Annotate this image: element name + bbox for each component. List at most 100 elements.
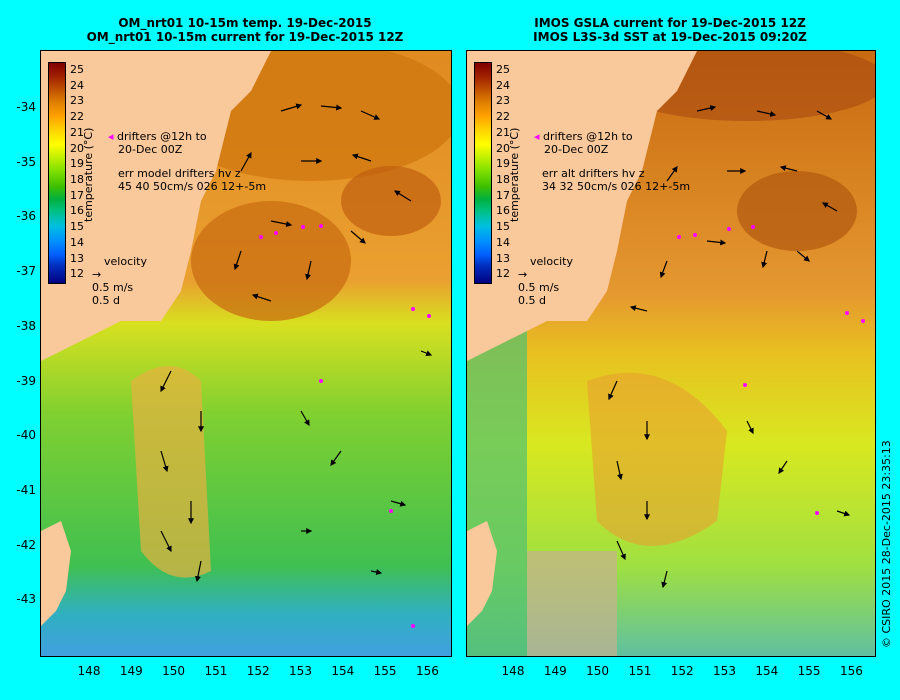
lon-tick-label: 153 [289, 664, 312, 678]
right-map-panel [466, 50, 876, 657]
colorbar-tick-label: 15 [496, 220, 510, 234]
colorbar-tick-label: 20 [496, 141, 510, 155]
err-line2: 45 40 50cm/s 026 12+-5m [118, 180, 267, 193]
lon-tick-label: 148 [501, 664, 525, 678]
lon-tick-label: 149 [119, 664, 143, 678]
lat-tick-label: -40 [16, 428, 36, 443]
colorbar-tick-label: 24 [496, 78, 510, 92]
colorbar-tick-label: 23 [496, 94, 510, 108]
drifters-line2: 20-Dec 00Z [118, 143, 183, 156]
lon-tick-label: 148 [77, 664, 101, 678]
velocity-scale: 0.5 m/s [518, 281, 560, 294]
lat-tick-label: -38 [16, 318, 36, 333]
colorbar-tick-label: 21 [496, 125, 510, 139]
velocity-arrow-icon: → [518, 268, 528, 281]
lon-tick-label: 154 [755, 664, 779, 678]
drifter-marker-icon: ◂ [534, 130, 540, 143]
velocity-label: velocity [104, 255, 147, 268]
land-mass [41, 521, 71, 626]
colorbar-tick-label: 17 [496, 188, 510, 202]
left-panel-title: OM_nrt01 10-15m temp. 19-Dec-2015 OM_nrt… [40, 16, 450, 44]
colorbar-tick-label: 19 [70, 157, 84, 171]
lon-tick-label: 151 [628, 664, 652, 678]
lon-tick-label: 150 [162, 664, 186, 678]
warm-tongue [587, 372, 727, 546]
colorbar-tick-label: 24 [70, 78, 84, 92]
left-error-legend: err model drifters hv z 45 40 50cm/s 026… [118, 167, 266, 193]
drifters-line2: 20-Dec 00Z [544, 143, 609, 156]
lon-tick-label: 149 [543, 664, 567, 678]
lon-tick-label: 153 [713, 664, 736, 678]
colorbar-tick-label: 12 [496, 267, 510, 281]
left-map-panel [40, 50, 452, 657]
left-velocity-legend: velocity → 0.5 m/s 0.5 d [92, 255, 147, 307]
drifter-markers [259, 224, 431, 628]
drifter-marker-icon: ◂ [108, 130, 114, 143]
land-mass [41, 51, 271, 361]
right-map-svg [467, 51, 875, 656]
lon-tick-label: 154 [331, 664, 355, 678]
lon-tick-label: 150 [586, 664, 610, 678]
warm-eddy-core [737, 171, 857, 251]
right-drifter-legend: ◂ drifters @12h to 20-Dec 00Z [534, 130, 633, 156]
lon-tick-label: 152 [670, 664, 694, 678]
velocity-label: velocity [530, 255, 573, 268]
lat-tick-label: -43 [16, 592, 36, 607]
colorbar-axis-label-right: temperature (°C) [508, 127, 521, 222]
lon-tick-label: 152 [246, 664, 270, 678]
colorbar-tick-label: 17 [70, 188, 84, 202]
warm-tongue [131, 366, 211, 578]
left-drifter-legend: ◂ drifters @12h to 20-Dec 00Z [108, 130, 207, 156]
colorbar-tick-label: 13 [70, 251, 84, 265]
velocity-arrow-icon: → [92, 268, 102, 281]
lat-tick-label: -34 [16, 100, 36, 114]
right-title-line2: IMOS L3S-3d SST at 19-Dec-2015 09:20Z [533, 30, 807, 44]
lat-tick-label: -37 [16, 264, 36, 279]
colorbar-tick-label: 18 [496, 173, 510, 186]
left-title-line1: OM_nrt01 10-15m temp. 19-Dec-2015 [118, 16, 372, 30]
colorbar-tick-label: 25 [496, 63, 510, 76]
colorbar-tick-label: 14 [70, 235, 84, 249]
velocity-time: 0.5 d [518, 294, 546, 307]
right-panel-title: IMOS GSLA current for 19-Dec-2015 12Z IM… [466, 16, 874, 44]
temperature-colorbar-left [48, 62, 66, 284]
warm-eddy-core [341, 166, 441, 236]
colorbar-tick-label: 15 [70, 220, 84, 234]
colorbar-tick-label: 23 [70, 94, 84, 108]
land-mass [467, 51, 697, 361]
right-error-legend: err alt drifters hv z 34 32 50cm/s 026 1… [542, 167, 690, 193]
copyright-timestamp: © CSIRO 2015 28-Dec-2015 23:35:13 [880, 440, 893, 648]
lon-tick-label: 155 [797, 664, 821, 678]
colorbar-tick-label: 21 [70, 125, 84, 139]
lat-tick-label: -39 [16, 373, 36, 388]
colorbar-tick-label: 16 [70, 204, 84, 218]
left-title-line2: OM_nrt01 10-15m current for 19-Dec-2015 … [86, 30, 404, 44]
colorbar-tick-label: 16 [496, 204, 510, 218]
right-velocity-legend: velocity → 0.5 m/s 0.5 d [518, 255, 573, 307]
colorbar-tick-label: 12 [70, 267, 84, 281]
left-map-svg [41, 51, 451, 656]
colorbar-tick-label: 18 [70, 173, 84, 186]
err-line1: err alt drifters hv z [542, 167, 645, 180]
colorbar-tick-label: 25 [70, 63, 84, 76]
velocity-time: 0.5 d [92, 294, 120, 307]
lon-tick-label: 155 [373, 664, 397, 678]
colorbar-axis-label-left: temperature (°C) [82, 127, 95, 222]
lon-tick-label: 151 [204, 664, 228, 678]
colorbar-tick-label: 22 [70, 110, 84, 124]
land-mass [467, 521, 497, 626]
right-title-line1: IMOS GSLA current for 19-Dec-2015 12Z [534, 16, 806, 30]
colorbar-tick-label: 14 [496, 235, 510, 249]
drifters-line1: drifters @12h to [543, 130, 633, 143]
err-line2: 34 32 50cm/s 026 12+-5m [542, 180, 691, 193]
err-line1: err model drifters hv z [118, 167, 241, 180]
lat-tick-label: -41 [16, 482, 36, 497]
colorbar-tick-label: 20 [70, 141, 84, 155]
velocity-arrows [160, 103, 433, 583]
drifters-line1: drifters @12h to [117, 130, 207, 143]
temperature-colorbar-right [474, 62, 492, 284]
velocity-scale: 0.5 m/s [92, 281, 134, 294]
colorbar-tick-label: 13 [496, 251, 510, 265]
colorbar-tick-label: 22 [496, 110, 510, 124]
lat-tick-label: -36 [16, 209, 36, 224]
